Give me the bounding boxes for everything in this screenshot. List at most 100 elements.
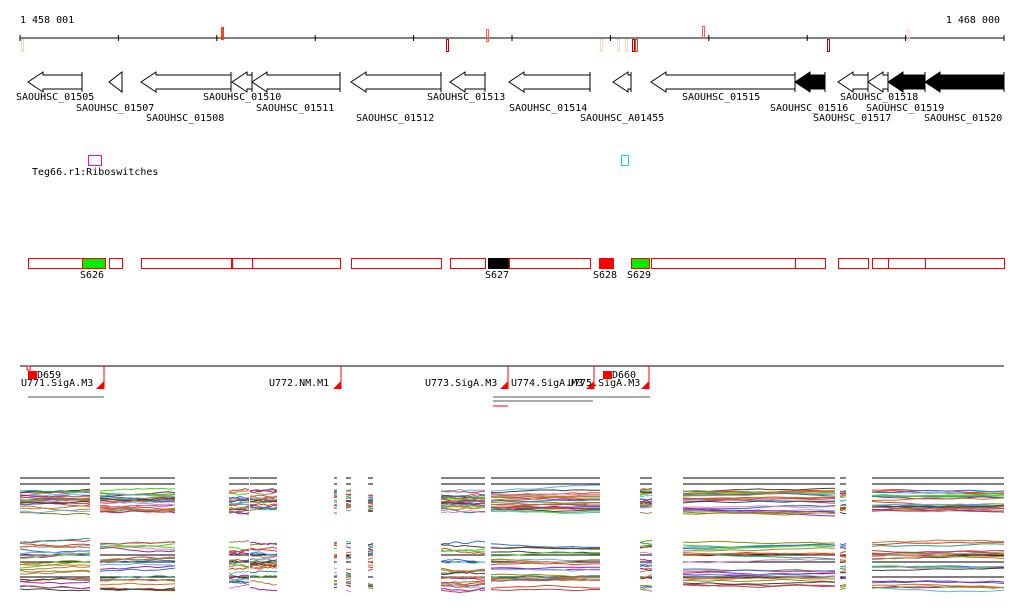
segment-box[interactable] — [252, 258, 341, 269]
expression-line — [490, 588, 600, 592]
expression-line — [490, 489, 600, 494]
segment-box[interactable] — [631, 258, 650, 269]
expression-line — [490, 552, 600, 557]
segment-box[interactable] — [488, 258, 509, 269]
expression-line — [682, 568, 836, 573]
gene-arrow[interactable] — [251, 71, 341, 93]
segment-label: S627 — [485, 270, 509, 281]
expression-line — [639, 569, 653, 573]
gene-arrow[interactable] — [231, 71, 253, 93]
expression-line — [19, 570, 91, 575]
gene-feature[interactable]: SAOUHSC_01508 — [140, 71, 232, 124]
segment-box[interactable] — [351, 258, 442, 269]
segment-box[interactable] — [925, 258, 1005, 269]
variant-mark[interactable] — [221, 27, 224, 40]
variant-mark[interactable] — [486, 29, 489, 42]
expression-line — [440, 488, 485, 493]
gene-arrow[interactable] — [350, 71, 442, 93]
expression-line — [871, 543, 1005, 547]
gene-arrow[interactable] — [867, 71, 889, 93]
expression-line — [99, 510, 176, 513]
variant-mark[interactable] — [625, 39, 628, 52]
gene-arrow[interactable] — [449, 71, 486, 93]
expression-line — [345, 584, 351, 588]
gene-arrow[interactable] — [508, 71, 591, 93]
expression-line — [682, 507, 836, 513]
variant-mark[interactable] — [635, 39, 638, 52]
variant-mark[interactable] — [827, 39, 830, 52]
expression-line — [367, 568, 373, 571]
variant-mark[interactable] — [600, 39, 603, 52]
expression-line — [99, 493, 176, 498]
gene-arrow[interactable] — [27, 71, 83, 93]
expression-line — [490, 502, 600, 507]
expression-line — [490, 568, 600, 572]
gene-feature[interactable]: SAOUHSC_01514 — [508, 71, 591, 114]
segment-box[interactable] — [509, 258, 591, 269]
segment-box[interactable] — [109, 258, 123, 269]
segment-box[interactable] — [872, 258, 889, 269]
expression-line — [367, 509, 373, 512]
gene-label: SAOUHSC_01513 — [427, 92, 505, 103]
segment-box[interactable] — [82, 258, 106, 269]
variant-mark[interactable] — [632, 39, 635, 52]
gene-arrow[interactable] — [794, 71, 826, 93]
expression-line — [19, 543, 91, 547]
expression-line — [871, 541, 1005, 546]
expression-line — [490, 484, 600, 492]
terminator-marker[interactable] — [603, 371, 612, 379]
variant-mark[interactable] — [21, 39, 24, 52]
riboswitch-feature[interactable] — [88, 155, 102, 166]
terminator-marker[interactable] — [28, 371, 37, 379]
gene-arrow[interactable] — [924, 71, 1005, 93]
variant-mark[interactable] — [617, 39, 620, 52]
segment-box[interactable] — [232, 258, 253, 269]
variant-mark[interactable] — [446, 39, 449, 52]
gene-feature[interactable]: SAOUHSC_01507 — [76, 70, 154, 114]
gene-arrow[interactable] — [108, 70, 123, 94]
expression-line — [639, 488, 653, 492]
riboswitch-feature[interactable] — [621, 155, 629, 166]
gene-feature[interactable]: SAOUHSC_01513 — [427, 71, 505, 103]
gene-arrow[interactable] — [140, 71, 232, 93]
promoter-flag — [26, 365, 31, 371]
gene-feature[interactable]: SAOUHSC_01512 — [350, 71, 442, 124]
expression-line — [639, 539, 653, 543]
segment-box[interactable] — [888, 258, 926, 269]
expression-line — [490, 584, 600, 589]
gene-label: SAOUHSC_01512 — [356, 113, 434, 124]
segment-box[interactable] — [795, 258, 826, 269]
gene-feature[interactable]: SAOUHSC_01511 — [251, 71, 341, 114]
expression-line — [440, 584, 485, 587]
expression-line — [333, 490, 337, 493]
segment-box[interactable] — [651, 258, 796, 269]
expression-line — [871, 565, 1005, 570]
gene-arrow[interactable] — [837, 71, 869, 93]
expression-line — [367, 552, 373, 554]
expression-line — [871, 493, 1005, 497]
gene-feature[interactable]: SAOUHSC_01515 — [650, 71, 796, 103]
expression-line — [333, 503, 337, 506]
segment-box[interactable] — [838, 258, 869, 269]
expression-line — [440, 505, 485, 509]
gene-feature[interactable]: SAOUHSC_A01455 — [580, 71, 664, 124]
expression-line — [99, 506, 176, 512]
segment-box[interactable] — [599, 258, 614, 269]
segment-label: S628 — [593, 270, 617, 281]
expression-line — [440, 507, 485, 511]
variant-mark[interactable] — [702, 26, 705, 39]
gene-arrow[interactable] — [650, 71, 796, 93]
expression-line — [345, 576, 351, 579]
expression-line — [440, 588, 485, 594]
expression-line — [490, 495, 600, 501]
variant-mark[interactable] — [907, 29, 910, 42]
gene-feature[interactable]: SAOUHSC_01520 — [924, 71, 1005, 124]
gene-feature[interactable]: SAOUHSC_01505 — [16, 71, 94, 103]
gene-arrow[interactable] — [887, 71, 926, 93]
expression-line — [19, 551, 91, 556]
gene-feature[interactable]: SAOUHSC_01516 — [770, 71, 848, 114]
segment-box[interactable] — [450, 258, 486, 269]
expression-line — [367, 499, 373, 501]
segment-box[interactable] — [141, 258, 232, 269]
gene-arrow[interactable] — [612, 71, 632, 93]
